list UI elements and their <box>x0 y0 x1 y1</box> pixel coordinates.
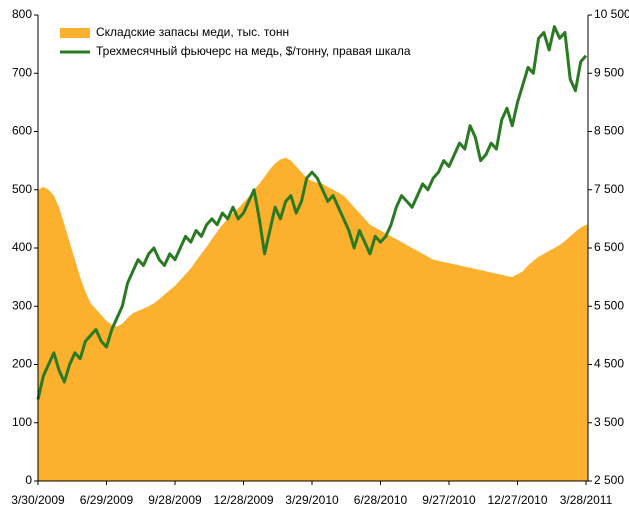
y2-tick-label: 3 500 <box>594 415 624 429</box>
x-tick-label: 9/28/2009 <box>148 493 202 507</box>
area <box>38 157 588 481</box>
y2-tick-label: 4 500 <box>594 357 624 371</box>
y-tick-label: 300 <box>12 298 32 312</box>
y2-tick-label: 8 500 <box>594 124 624 138</box>
x-tick-label: 3/28/2011 <box>560 493 613 507</box>
y-tick-label: 400 <box>12 240 32 254</box>
legend-label: Трехмесячный фьючерс на медь, $/тонну, п… <box>96 44 411 58</box>
y2-tick-label: 9 500 <box>594 65 624 79</box>
line <box>36 25 588 400</box>
y-tick-label: 200 <box>12 357 32 371</box>
y-tick-label: 800 <box>12 7 32 21</box>
x-tick-label: 6/28/2010 <box>354 493 408 507</box>
x-tick-label: 3/29/2010 <box>285 493 339 507</box>
x-tick-label: 12/28/2009 <box>213 493 273 507</box>
x-tick-label: 12/27/2010 <box>487 493 547 507</box>
y2-tick-label: 10 500 <box>594 7 629 21</box>
x-tick-label: 9/27/2010 <box>422 493 476 507</box>
x-tick-label: 3/30/2009 <box>11 493 65 507</box>
y2-tick-label: 2 500 <box>594 473 624 487</box>
y-tick-label: 100 <box>12 415 32 429</box>
y-tick-label: 0 <box>25 473 32 487</box>
y-tick-label: 500 <box>12 182 32 196</box>
x-tick-label: 6/29/2009 <box>80 493 134 507</box>
y2-tick-label: 7 500 <box>594 182 624 196</box>
legend-swatch <box>60 28 90 38</box>
y2-tick-label: 5 500 <box>594 298 624 312</box>
y2-tick-label: 6 500 <box>594 240 624 254</box>
y-tick-label: 700 <box>12 65 32 79</box>
legend-label: Складские запасы меди, тыс. тонн <box>96 25 289 39</box>
y-tick-label: 600 <box>12 124 32 138</box>
